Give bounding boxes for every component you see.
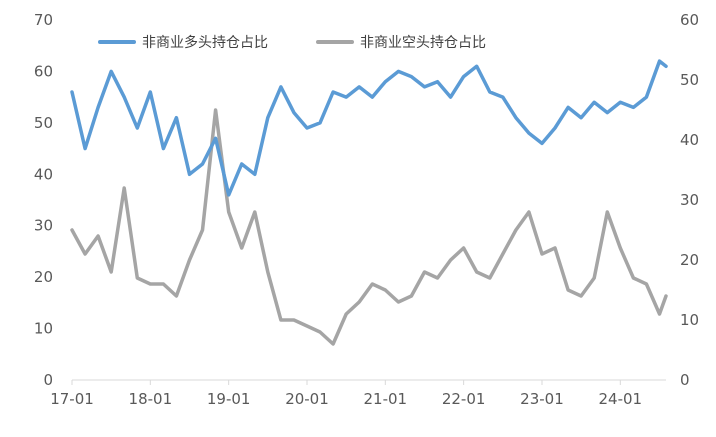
right-axis-tick-label: 50 bbox=[680, 71, 699, 89]
x-axis-tick-labels: 17-01 18-01 19-01 20-01 21-01 22-01 23-01 24-01 bbox=[50, 390, 642, 408]
left-axis-tick-labels: 0 10 20 30 40 50 60 70 bbox=[34, 11, 53, 389]
left-axis-tick-label: 50 bbox=[34, 114, 53, 132]
x-axis-tick-label: 18-01 bbox=[129, 390, 173, 408]
right-axis-tick-label: 0 bbox=[680, 371, 690, 389]
right-axis-tick-label: 30 bbox=[680, 191, 699, 209]
x-axis-tick-label: 22-01 bbox=[442, 390, 486, 408]
left-axis-tick-label: 60 bbox=[34, 62, 53, 80]
x-axis-tick-label: 19-01 bbox=[207, 390, 251, 408]
left-axis-tick-label: 20 bbox=[34, 268, 53, 286]
legend-label: 非商业空头持仓占比 bbox=[360, 35, 486, 51]
right-axis-tick-label: 10 bbox=[680, 311, 699, 329]
series-lines bbox=[70, 59, 668, 346]
right-axis-tick-label: 20 bbox=[680, 251, 699, 269]
right-axis-tick-label: 60 bbox=[680, 11, 699, 29]
x-axis-tick-label: 17-01 bbox=[50, 390, 94, 408]
left-axis-tick-label: 70 bbox=[34, 11, 53, 29]
right-axis-tick-label: 40 bbox=[680, 131, 699, 149]
x-axis-tick-label: 21-01 bbox=[364, 390, 408, 408]
x-axis-tick-label: 24-01 bbox=[599, 390, 643, 408]
x-axis-ticks bbox=[71, 380, 621, 385]
legend-label: 非商业多头持仓占比 bbox=[142, 34, 268, 51]
left-axis-tick-label: 10 bbox=[34, 320, 53, 338]
series-line-short bbox=[70, 108, 668, 346]
legend: 非商业多头持仓占比 非商业空头持仓占比 bbox=[98, 34, 486, 51]
left-axis-tick-label: 30 bbox=[34, 217, 53, 235]
x-axis-tick-label: 20-01 bbox=[285, 390, 329, 408]
left-axis-tick-label: 40 bbox=[34, 165, 53, 183]
right-axis-tick-labels: 0 10 20 30 40 50 60 bbox=[680, 11, 699, 389]
left-axis-tick-label: 0 bbox=[43, 371, 53, 389]
x-axis-tick-label: 23-01 bbox=[520, 390, 564, 408]
series-line-long bbox=[70, 59, 668, 197]
